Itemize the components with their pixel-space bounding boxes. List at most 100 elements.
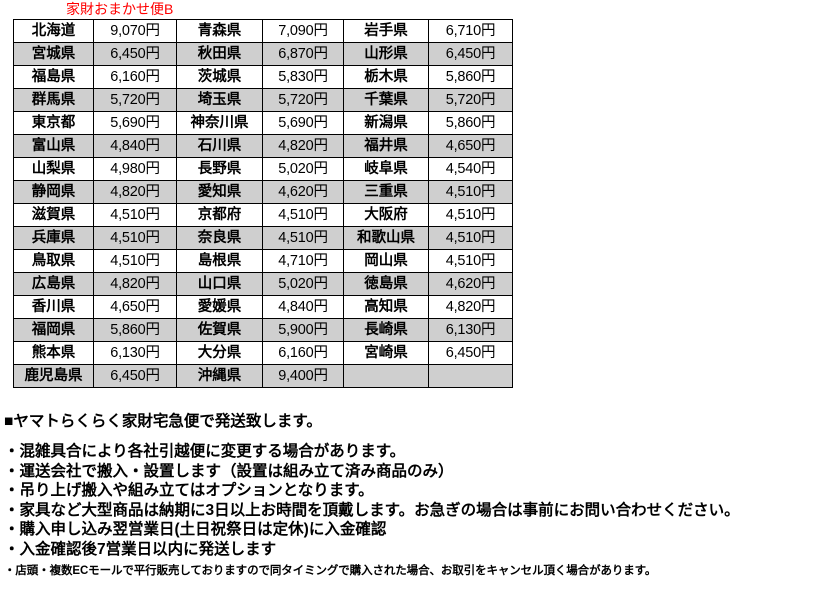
notes-fine-print: ・店頭・複数ECモールで平行販売しておりますので同タイミングで購入された場合、お… xyxy=(4,565,657,577)
empty-cell xyxy=(343,364,429,388)
price-cell: 4,820円 xyxy=(93,272,177,296)
table-row: 熊本県 6,130円 大分県 6,160円 宮崎県 6,450円 xyxy=(13,341,513,365)
price-cell: 4,510円 xyxy=(428,249,513,273)
notes-list: ・混雑具合により各社引越便に変更する場合があります。・運送会社で搬入・設置します… xyxy=(4,442,818,559)
price-cell: 6,160円 xyxy=(262,341,344,365)
prefecture-cell: 新潟県 xyxy=(343,111,429,135)
prefecture-cell: 鹿児島県 xyxy=(13,364,94,388)
prefecture-cell: 埼玉県 xyxy=(176,88,263,112)
prefecture-cell: 滋賀県 xyxy=(13,203,94,227)
prefecture-cell: 広島県 xyxy=(13,272,94,296)
empty-cell xyxy=(428,364,513,388)
price-cell: 5,720円 xyxy=(93,88,177,112)
price-cell: 6,130円 xyxy=(93,341,177,365)
price-cell: 6,870円 xyxy=(262,42,344,66)
table-row: 富山県 4,840円 石川県 4,820円 福井県 4,650円 xyxy=(13,134,513,158)
prefecture-cell: 岐阜県 xyxy=(343,157,429,181)
prefecture-cell: 神奈川県 xyxy=(176,111,263,135)
price-cell: 4,510円 xyxy=(262,203,344,227)
table-row: 山梨県 4,980円 長野県 5,020円 岐阜県 4,540円 xyxy=(13,157,513,181)
price-cell: 5,690円 xyxy=(262,111,344,135)
table-row: 滋賀県 4,510円 京都府 4,510円 大阪府 4,510円 xyxy=(13,203,513,227)
prefecture-cell: 富山県 xyxy=(13,134,94,158)
note-line: ・運送会社で搬入・設置します（設置は組み立て済み商品のみ） xyxy=(4,462,454,480)
page-title: 家財おまかせ便B xyxy=(66,1,174,17)
prefecture-cell: 兵庫県 xyxy=(13,226,94,250)
prefecture-cell: 徳島県 xyxy=(343,272,429,296)
table-row: 宮城県 6,450円 秋田県 6,870円 山形県 6,450円 xyxy=(13,42,513,66)
prefecture-cell: 熊本県 xyxy=(13,341,94,365)
table-row: 福島県 6,160円 茨城県 5,830円 栃木県 5,860円 xyxy=(13,65,513,89)
prefecture-cell: 佐賀県 xyxy=(176,318,263,342)
prefecture-cell: 鳥取県 xyxy=(13,249,94,273)
prefecture-cell: 岡山県 xyxy=(343,249,429,273)
prefecture-cell: 長崎県 xyxy=(343,318,429,342)
prefecture-cell: 福井県 xyxy=(343,134,429,158)
prefecture-cell: 沖縄県 xyxy=(176,364,263,388)
prefecture-cell: 群馬県 xyxy=(13,88,94,112)
table-row: 東京都 5,690円 神奈川県 5,690円 新潟県 5,860円 xyxy=(13,111,513,135)
price-cell: 4,840円 xyxy=(262,295,344,319)
note-line: ・入金確認後7営業日以内に発送します xyxy=(4,540,277,558)
prefecture-cell: 大阪府 xyxy=(343,203,429,227)
price-cell: 5,720円 xyxy=(428,88,513,112)
price-cell: 4,620円 xyxy=(262,180,344,204)
table-row: 鳥取県 4,510円 島根県 4,710円 岡山県 4,510円 xyxy=(13,249,513,273)
shipping-price-table: 北海道 9,070円 青森県 7,090円 岩手県 6,710円 宮城県 6,450円 秋田県 6… xyxy=(13,19,513,388)
price-cell: 5,830円 xyxy=(262,65,344,89)
price-cell: 6,160円 xyxy=(93,65,177,89)
prefecture-cell: 愛媛県 xyxy=(176,295,263,319)
price-cell: 4,510円 xyxy=(93,249,177,273)
prefecture-cell: 宮崎県 xyxy=(343,341,429,365)
price-cell: 5,720円 xyxy=(262,88,344,112)
price-cell: 4,820円 xyxy=(428,295,513,319)
prefecture-cell: 山形県 xyxy=(343,42,429,66)
shipping-notes: ■ヤマトらくらく家財宅急便で発送致します。 ・混雑具合により各社引越便に変更する… xyxy=(4,411,818,580)
prefecture-cell: 福島県 xyxy=(13,65,94,89)
prefecture-cell: 茨城県 xyxy=(176,65,263,89)
price-cell: 4,840円 xyxy=(93,134,177,158)
price-cell: 4,710円 xyxy=(262,249,344,273)
prefecture-cell: 青森県 xyxy=(176,19,263,43)
price-cell: 5,860円 xyxy=(428,111,513,135)
price-cell: 4,510円 xyxy=(428,180,513,204)
prefecture-cell: 香川県 xyxy=(13,295,94,319)
prefecture-cell: 岩手県 xyxy=(343,19,429,43)
notes-heading: ■ヤマトらくらく家財宅急便で発送致します。 xyxy=(4,413,322,430)
note-line: ・混雑具合により各社引越便に変更する場合があります。 xyxy=(4,443,406,460)
price-cell: 5,860円 xyxy=(428,65,513,89)
prefecture-cell: 高知県 xyxy=(343,295,429,319)
prefecture-cell: 石川県 xyxy=(176,134,263,158)
price-cell: 9,400円 xyxy=(262,364,344,388)
table-row: 兵庫県 4,510円 奈良県 4,510円 和歌山県 4,510円 xyxy=(13,226,513,250)
prefecture-cell: 東京都 xyxy=(13,111,94,135)
price-cell: 4,620円 xyxy=(428,272,513,296)
price-cell: 6,130円 xyxy=(428,318,513,342)
prefecture-cell: 長野県 xyxy=(176,157,263,181)
price-cell: 4,980円 xyxy=(93,157,177,181)
price-cell: 4,510円 xyxy=(93,226,177,250)
note-line: ・家具など大型商品は納期に3日以上お時間を頂戴します。お急ぎの場合は事前にお問い… xyxy=(4,501,740,519)
prefecture-cell: 千葉県 xyxy=(343,88,429,112)
price-cell: 4,820円 xyxy=(93,180,177,204)
price-cell: 9,070円 xyxy=(93,19,177,43)
prefecture-cell: 和歌山県 xyxy=(343,226,429,250)
table-row: 静岡県 4,820円 愛知県 4,620円 三重県 4,510円 xyxy=(13,180,513,204)
price-cell: 4,510円 xyxy=(428,226,513,250)
prefecture-cell: 奈良県 xyxy=(176,226,263,250)
note-line: ・購入申し込み翌営業日(土日祝祭日は定休)に入金確認 xyxy=(4,521,387,538)
prefecture-cell: 大分県 xyxy=(176,341,263,365)
prefecture-cell: 北海道 xyxy=(13,19,94,43)
table-row: 香川県 4,650円 愛媛県 4,840円 高知県 4,820円 xyxy=(13,295,513,319)
price-cell: 4,510円 xyxy=(262,226,344,250)
price-cell: 5,020円 xyxy=(262,157,344,181)
price-cell: 4,510円 xyxy=(428,203,513,227)
note-line: ・吊り上げ搬入や組み立てはオプションとなります。 xyxy=(4,482,374,499)
price-cell: 6,450円 xyxy=(428,341,513,365)
price-cell: 6,450円 xyxy=(93,364,177,388)
table-row: 福岡県 5,860円 佐賀県 5,900円 長崎県 6,130円 xyxy=(13,318,513,342)
table-row: 北海道 9,070円 青森県 7,090円 岩手県 6,710円 xyxy=(13,19,513,43)
price-cell: 4,820円 xyxy=(262,134,344,158)
prefecture-cell: 京都府 xyxy=(176,203,263,227)
price-cell: 6,450円 xyxy=(428,42,513,66)
